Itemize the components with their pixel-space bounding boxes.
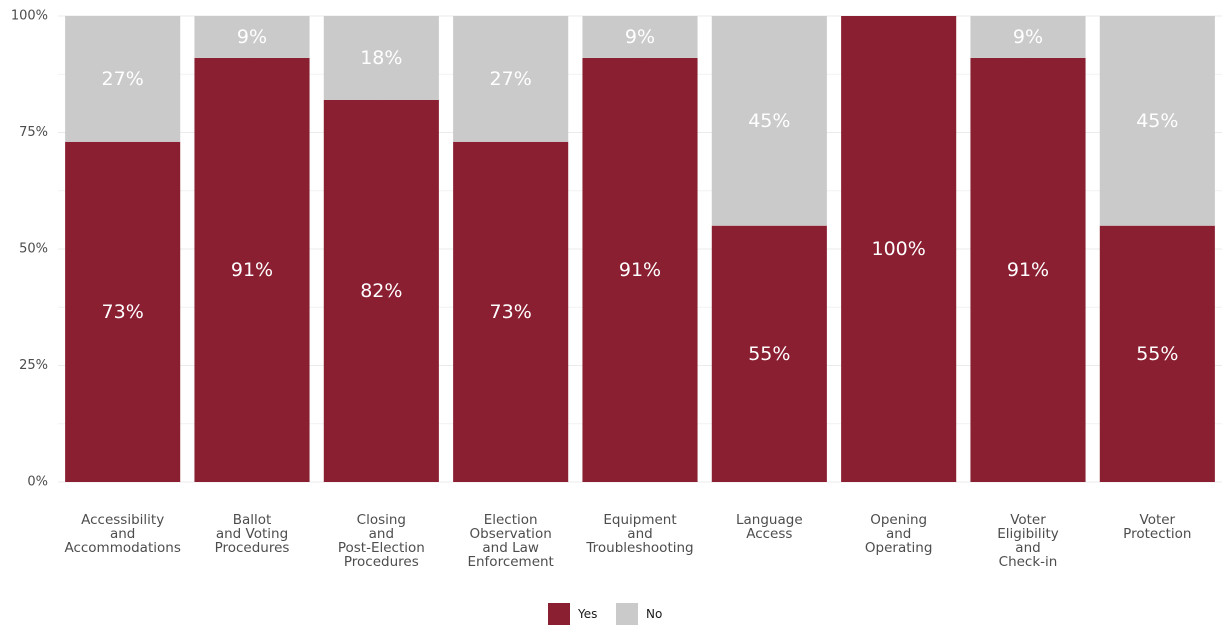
bar-value-label: 55%: [1136, 343, 1178, 365]
x-tick-label: Opening and Operating: [865, 512, 933, 556]
bar-segment-no: [582, 16, 698, 58]
bar-labels: 73% 27% 91% 9% 82% 18% 73% 27% 91% 9% 55% 45% 100% 91…: [102, 26, 1179, 365]
x-tick-label: Closing and Post-Election Procedures: [338, 512, 425, 570]
bar-segment-yes: [1099, 225, 1215, 482]
bars: [65, 16, 1215, 482]
bar-segment-yes: [65, 141, 181, 482]
y-tick-label: 75%: [19, 125, 48, 140]
bar-value-label: 45%: [1136, 110, 1178, 132]
x-axis: Accessibility and Accommodations Ballot and …: [64, 512, 1191, 570]
y-tick-label: 100%: [11, 9, 48, 24]
bar-value-label: 18%: [360, 47, 402, 69]
legend-label-no: No: [646, 607, 662, 621]
bar-value-label: 91%: [1007, 259, 1049, 281]
bar-value-label: 73%: [102, 301, 144, 323]
bar-value-label: 45%: [748, 110, 790, 132]
bar-segment-no: [1099, 16, 1215, 226]
legend-swatch-no: [616, 603, 638, 625]
bar-segment-no: [194, 16, 310, 58]
bar-value-label: 9%: [625, 26, 655, 48]
legend-label-yes: Yes: [577, 607, 597, 621]
bar-value-label: 9%: [237, 26, 267, 48]
bar-segment-yes: [582, 57, 698, 482]
legend: Yes No: [548, 603, 662, 625]
bar-segment-no: [65, 16, 181, 142]
bar-segment-yes: [453, 141, 569, 482]
x-tick-label: Election Observation and Law Enforcement: [467, 512, 553, 570]
bar-value-label: 9%: [1013, 26, 1043, 48]
bar-segment-yes: [970, 57, 1086, 482]
y-tick-label: 0%: [27, 475, 48, 490]
x-tick-label: Accessibility and Accommodations: [64, 512, 180, 556]
bar-segment-yes: [194, 57, 310, 482]
bar-segment-yes: [323, 99, 439, 482]
bar-value-label: 55%: [748, 343, 790, 365]
bar-value-label: 91%: [231, 259, 273, 281]
bar-value-label: 27%: [490, 68, 532, 90]
bar-segment-no: [453, 16, 569, 142]
bar-value-label: 82%: [360, 280, 402, 302]
bar-segment-no: [323, 16, 439, 100]
x-tick-label: Equipment and Troubleshooting: [585, 512, 693, 556]
x-tick-label: Language Access: [736, 512, 803, 542]
bar-value-label: 27%: [102, 68, 144, 90]
bar-value-label: 73%: [490, 301, 532, 323]
bar-segment-yes: [841, 16, 957, 482]
y-tick-label: 25%: [19, 358, 48, 373]
bar-segment-no: [970, 16, 1086, 58]
bar-segment-no: [711, 16, 827, 226]
y-tick-label: 50%: [19, 242, 48, 257]
x-tick-label: Ballot and Voting Procedures: [215, 512, 290, 556]
y-axis: 0% 25% 50% 75% 100%: [11, 9, 48, 490]
bar-value-label: 91%: [619, 259, 661, 281]
bar-segment-yes: [711, 225, 827, 482]
bar-value-label: 100%: [872, 238, 926, 260]
legend-swatch-yes: [548, 603, 570, 625]
x-tick-label: Voter Eligibility and Check-in: [997, 512, 1058, 570]
x-tick-label: Voter Protection: [1123, 512, 1191, 542]
